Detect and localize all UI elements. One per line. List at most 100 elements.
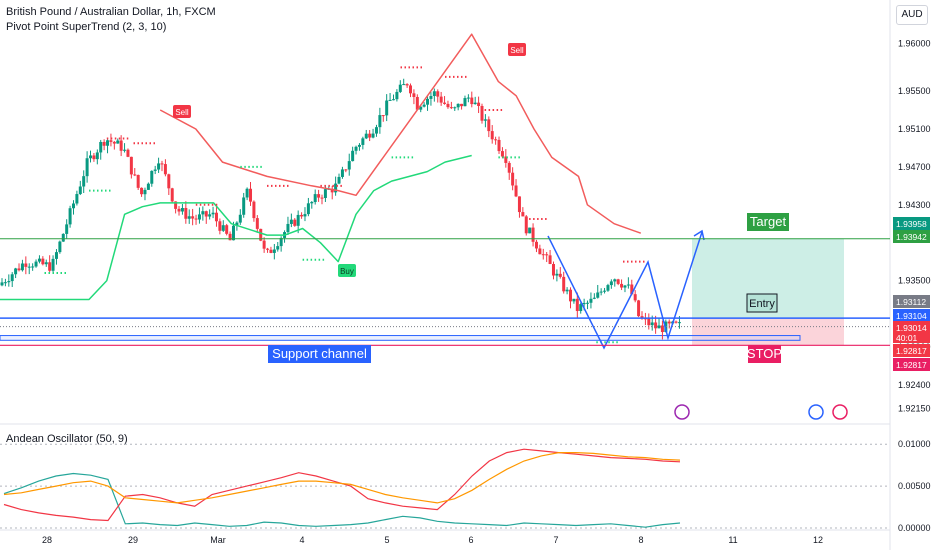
candle bbox=[521, 212, 525, 217]
candle bbox=[48, 262, 52, 271]
candle bbox=[460, 103, 464, 107]
candle bbox=[252, 201, 256, 219]
candle bbox=[340, 169, 344, 177]
candle bbox=[633, 294, 637, 301]
candle bbox=[116, 140, 120, 144]
candle bbox=[75, 194, 79, 204]
candles bbox=[0, 78, 681, 340]
candle bbox=[381, 115, 385, 117]
candle bbox=[323, 189, 327, 198]
x-tick-label: 12 bbox=[813, 535, 823, 545]
candle bbox=[279, 237, 283, 247]
buy-signal-tag bbox=[338, 264, 356, 277]
x-axis: 28 29 Mar 4 5 6 7 8 11 12 bbox=[42, 535, 823, 545]
candle bbox=[208, 214, 212, 217]
arrow-head bbox=[693, 229, 705, 241]
candle bbox=[68, 208, 72, 225]
indicator-legend[interactable]: Pivot Point SuperTrend (2, 3, 10) bbox=[6, 21, 167, 33]
sell-signal-tag bbox=[508, 43, 526, 56]
w-pattern bbox=[547, 229, 705, 350]
candle bbox=[221, 225, 225, 231]
candle bbox=[89, 155, 93, 159]
candle bbox=[330, 188, 334, 193]
candle bbox=[7, 281, 11, 283]
candle bbox=[351, 150, 355, 162]
candle bbox=[531, 227, 535, 242]
x-tick-label: 8 bbox=[638, 535, 643, 545]
candle bbox=[640, 316, 644, 319]
candle bbox=[599, 291, 603, 293]
osc-tick-label: 0.00000 bbox=[898, 523, 931, 533]
osc-tick-label: 0.01000 bbox=[898, 439, 931, 449]
candle bbox=[490, 131, 494, 140]
candle bbox=[163, 164, 167, 175]
candle bbox=[361, 138, 365, 145]
candle bbox=[426, 98, 430, 105]
candle bbox=[371, 133, 375, 138]
candle bbox=[102, 141, 106, 146]
y-tick-label: 1.94300 bbox=[898, 200, 931, 210]
candle bbox=[446, 103, 450, 108]
price-label-value: 1.93942 bbox=[896, 232, 927, 242]
stop-label: STOP bbox=[747, 346, 782, 361]
candle bbox=[409, 85, 413, 94]
candle bbox=[422, 104, 426, 107]
candle bbox=[443, 102, 447, 104]
symbol-legend[interactable]: British Pound / Australian Dollar, 1h, F… bbox=[6, 6, 216, 18]
candle bbox=[286, 223, 290, 233]
candle bbox=[140, 187, 144, 195]
candle bbox=[388, 99, 392, 101]
y-tick-label: 1.92150 bbox=[898, 404, 931, 414]
y-tick-label: 1.93500 bbox=[898, 276, 931, 286]
oscillator-legend[interactable]: Andean Oscillator (50, 9) bbox=[6, 433, 128, 445]
candle bbox=[674, 321, 678, 323]
candle bbox=[197, 214, 201, 220]
y-tick-label: 1.95100 bbox=[898, 124, 931, 134]
currency-badge[interactable]: AUD bbox=[896, 5, 928, 25]
candle bbox=[466, 97, 470, 99]
y-tick-label: 1.96000 bbox=[898, 39, 931, 49]
price-label-value: 1.92817 bbox=[896, 346, 927, 356]
candle bbox=[187, 216, 191, 219]
candle bbox=[616, 279, 620, 284]
price-label-box bbox=[893, 230, 930, 243]
candle bbox=[347, 161, 351, 170]
w-pattern-line bbox=[547, 231, 703, 350]
candle bbox=[432, 91, 436, 97]
candle bbox=[368, 133, 372, 138]
candle bbox=[477, 102, 481, 106]
y-tick-label: 1.95500 bbox=[898, 86, 931, 96]
candle bbox=[439, 96, 443, 103]
candle bbox=[609, 281, 613, 286]
x-tick-label: 28 bbox=[42, 535, 52, 545]
entry-label: Entry bbox=[749, 298, 775, 310]
candle bbox=[524, 216, 528, 234]
price-label-value: 1.93014 bbox=[896, 323, 927, 333]
candle bbox=[10, 274, 14, 282]
candle bbox=[123, 149, 127, 151]
candle bbox=[99, 141, 103, 153]
candle bbox=[204, 211, 208, 217]
candle bbox=[514, 185, 518, 197]
candle bbox=[262, 240, 266, 249]
x-tick-label: 7 bbox=[553, 535, 558, 545]
candle bbox=[660, 325, 664, 333]
candle bbox=[320, 197, 324, 199]
candle bbox=[174, 201, 178, 209]
stop-box bbox=[748, 345, 781, 363]
price-label-value: 1.93104 bbox=[896, 311, 927, 321]
candle bbox=[27, 266, 31, 268]
candle bbox=[504, 156, 508, 163]
sell-signal-label: Sell bbox=[175, 108, 189, 117]
candle bbox=[494, 139, 498, 141]
candle bbox=[78, 186, 82, 195]
candle bbox=[177, 208, 181, 212]
x-tick-label: 4 bbox=[299, 535, 304, 545]
candle bbox=[419, 106, 423, 110]
y-axis: 1.96000 1.95500 1.95100 1.94700 1.94300 1.935… bbox=[898, 39, 931, 533]
candle bbox=[0, 282, 4, 286]
price-label-countdown: 40:01 bbox=[896, 333, 918, 343]
candle bbox=[541, 254, 545, 256]
candle bbox=[436, 91, 440, 97]
